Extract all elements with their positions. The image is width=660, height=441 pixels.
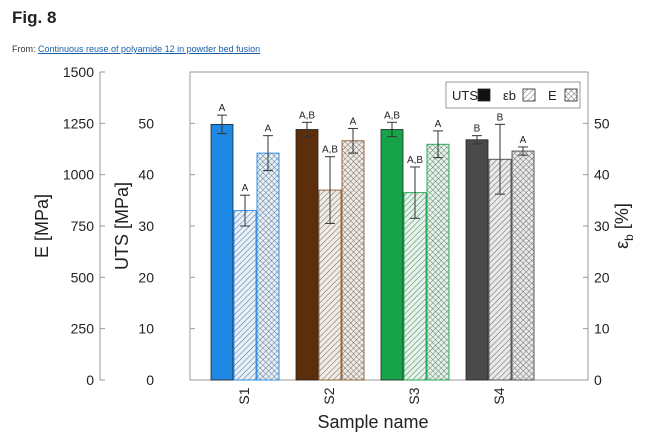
axis-tick-label-eb: 20 [594,269,610,285]
axis-tick-label-uts: 10 [138,321,154,337]
axis-label-x: Sample name [317,412,428,432]
significance-label: B [497,112,504,123]
significance-label: A [242,183,249,194]
axis-tick-label-eb: 50 [594,115,610,131]
legend-label-0: UTS [452,88,478,103]
axis-tick-label-e: 1500 [63,64,94,80]
axis-tick-label-e: 1000 [63,167,94,183]
significance-label: A,B [322,145,338,156]
significance-label: A,B [384,110,400,121]
bar-uts-s2 [295,129,319,381]
significance-label: A [435,119,442,130]
legend-swatch-2 [564,88,578,102]
axis-tick-label-uts: 0 [146,372,154,388]
category-label-s4: S4 [491,387,507,404]
legend-swatch-0 [477,88,491,102]
category-label-s1: S1 [236,387,252,404]
bar-uts-s3 [380,129,404,381]
axis-label-uts: UTS [MPa] [112,182,132,270]
category-label-s2: S2 [321,387,337,404]
bar-tint-s2 [342,140,364,380]
legend-label-2: E [548,88,557,103]
bar-tint-s1 [234,210,256,380]
bar-tint-s2 [319,190,341,380]
axis-tick-label-e: 250 [71,321,95,337]
bar-tint-s3 [404,192,426,380]
axis-tick-label-eb: 0 [594,372,602,388]
bar-tint-s4 [489,159,511,380]
significance-label: A [350,116,357,127]
axis-tick-label-uts: 40 [138,167,154,183]
axis-label-eb: εb [%] [612,203,636,249]
axis-tick-label-e: 0 [86,372,94,388]
legend-label-1: εb [503,88,516,103]
axis-tick-label-e: 500 [71,269,95,285]
axis-tick-label-uts: 30 [138,218,154,234]
bar-uts-s1 [210,123,234,381]
axis-tick-label-eb: 10 [594,321,610,337]
significance-label: B [474,124,481,135]
figure-title: Fig. 8 [12,8,57,27]
axis-tick-label-eb: 30 [594,218,610,234]
figure-source-prefix: From: [12,44,38,54]
significance-label: A,B [299,110,315,121]
axis-tick-label-e: 750 [71,218,95,234]
bar-tint-s4 [512,151,534,380]
bar-tint-s3 [427,144,449,380]
axis-label-e: E [MPa] [32,194,52,258]
significance-label: A [219,103,226,114]
axis-tick-label-e: 1250 [63,115,94,131]
significance-label: A,B [407,155,423,166]
significance-label: A [265,124,272,135]
figure-source: From: Continuous reuse of polyamide 12 i… [12,44,260,54]
significance-label: A [520,135,527,146]
axis-tick-label-eb: 40 [594,167,610,183]
legend-swatch-1 [522,88,536,102]
axis-tick-label-uts: 20 [138,269,154,285]
figure-source-link[interactable]: Continuous reuse of polyamide 12 in powd… [38,44,261,54]
legend-box [445,81,581,109]
category-label-s3: S3 [406,387,422,404]
axis-tick-label-uts: 50 [138,115,154,131]
bar-tint-s1 [257,153,279,380]
bar-uts-s4 [465,139,489,381]
